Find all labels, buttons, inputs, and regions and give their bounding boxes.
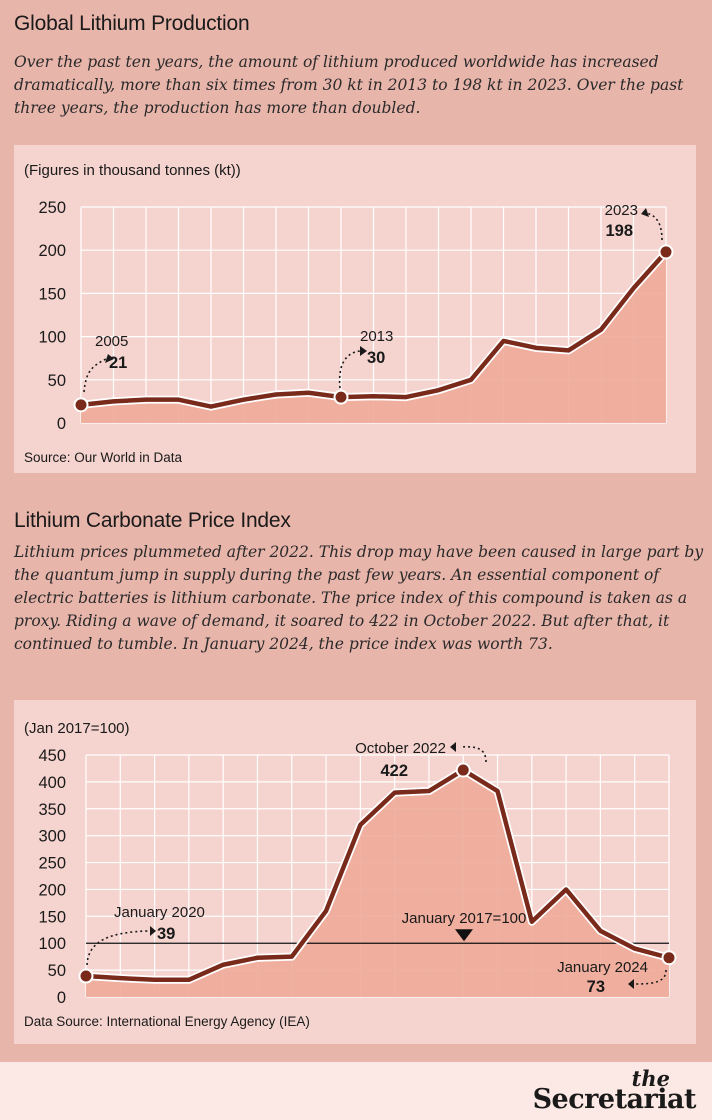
y-tick-label: 0 — [57, 415, 66, 433]
chart1-title: Global Lithium Production — [14, 12, 250, 35]
annotation-value: 30 — [367, 349, 385, 367]
annotation-value: 73 — [587, 978, 605, 996]
logo-the: the — [631, 1066, 670, 1091]
production-chart: (Figures in thousand tonnes (kt)) 0 50 100 1… — [24, 162, 674, 465]
annotation-arrowhead-icon — [360, 346, 367, 356]
source-note: Source: Our World in Data — [24, 450, 183, 465]
footer: the Secretariat — [0, 1062, 712, 1120]
logo-secretariat: Secretariat — [532, 1084, 697, 1115]
annotation-arrowhead-icon — [105, 354, 114, 363]
y-tick-label: 150 — [38, 285, 66, 303]
area-fill — [81, 251, 666, 423]
annotation-value: 198 — [605, 222, 633, 240]
annotation-label: 2013 — [360, 328, 393, 345]
y-tick-label: 400 — [38, 774, 66, 792]
source-note: Data Source: International Energy Agency… — [24, 1014, 310, 1029]
annotation-connector — [635, 969, 667, 985]
series-line — [78, 249, 669, 409]
unit-note: (Jan 2017=100) — [24, 720, 130, 737]
y-tick-label: 0 — [57, 989, 66, 1007]
annotation-connector — [459, 745, 487, 763]
annotation-arrowhead-icon — [628, 979, 634, 989]
area-fill — [86, 770, 669, 997]
annotation-arrowhead-icon — [450, 742, 456, 752]
chart2-title: Lithium Carbonate Price Index — [14, 509, 291, 532]
annotation-label: 2005 — [95, 333, 128, 350]
y-tick-label: 150 — [38, 908, 66, 926]
data-point-marker — [333, 389, 349, 405]
annotation-connector — [86, 930, 149, 966]
y-tick-label: 100 — [38, 935, 66, 953]
y-tick-label: 50 — [48, 372, 66, 390]
annotation-arrowhead-icon — [150, 926, 156, 936]
annotation-value: 21 — [109, 354, 127, 372]
y-tick-label: 200 — [38, 242, 66, 260]
annotation-label: October 2022 — [355, 740, 446, 757]
annotation-connector — [645, 212, 663, 241]
chart2-description: Lithium prices plummeted after 2022. Thi… — [14, 543, 704, 653]
annotation-label: January 2024 — [557, 959, 648, 976]
price-index-chart: (Jan 2017=100) 0 50 100 150 200 250 300 350 400 45… — [24, 720, 677, 1029]
series-line — [83, 767, 672, 983]
data-point-marker — [658, 244, 674, 260]
unit-note: (Figures in thousand tonnes (kt)) — [24, 162, 241, 179]
y-tick-label: 100 — [38, 329, 66, 347]
data-point-marker — [78, 968, 94, 984]
reference-label: January 2017=100 — [402, 910, 527, 927]
data-point-marker — [661, 950, 677, 966]
chart1-panel: (Figures in thousand tonnes (kt)) 0 50 100 1… — [14, 145, 696, 473]
y-tick-label: 300 — [38, 828, 66, 846]
annotation-connector — [338, 350, 361, 389]
annotation-connector — [83, 358, 107, 393]
annotation-value: 422 — [380, 762, 408, 780]
y-tick-label: 50 — [48, 962, 66, 980]
y-tick-label: 350 — [38, 801, 66, 819]
chart1-description: Over the past ten years, the amount of l… — [14, 53, 684, 117]
annotation-label: 2023 — [605, 202, 638, 219]
data-point-marker — [73, 397, 89, 413]
y-tick-label: 450 — [38, 747, 66, 765]
y-tick-label: 200 — [38, 881, 66, 899]
reference-arrow-icon — [455, 929, 473, 942]
data-point-marker — [455, 762, 471, 778]
annotation-value: 39 — [157, 925, 175, 943]
y-tick-label: 250 — [38, 855, 66, 873]
chart2-panel: (Jan 2017=100) 0 50 100 150 200 250 300 350 400 45… — [14, 700, 696, 1044]
annotation-arrowhead-icon — [641, 208, 649, 217]
y-tick-label: 250 — [38, 199, 66, 217]
annotation-label: January 2020 — [114, 904, 205, 921]
